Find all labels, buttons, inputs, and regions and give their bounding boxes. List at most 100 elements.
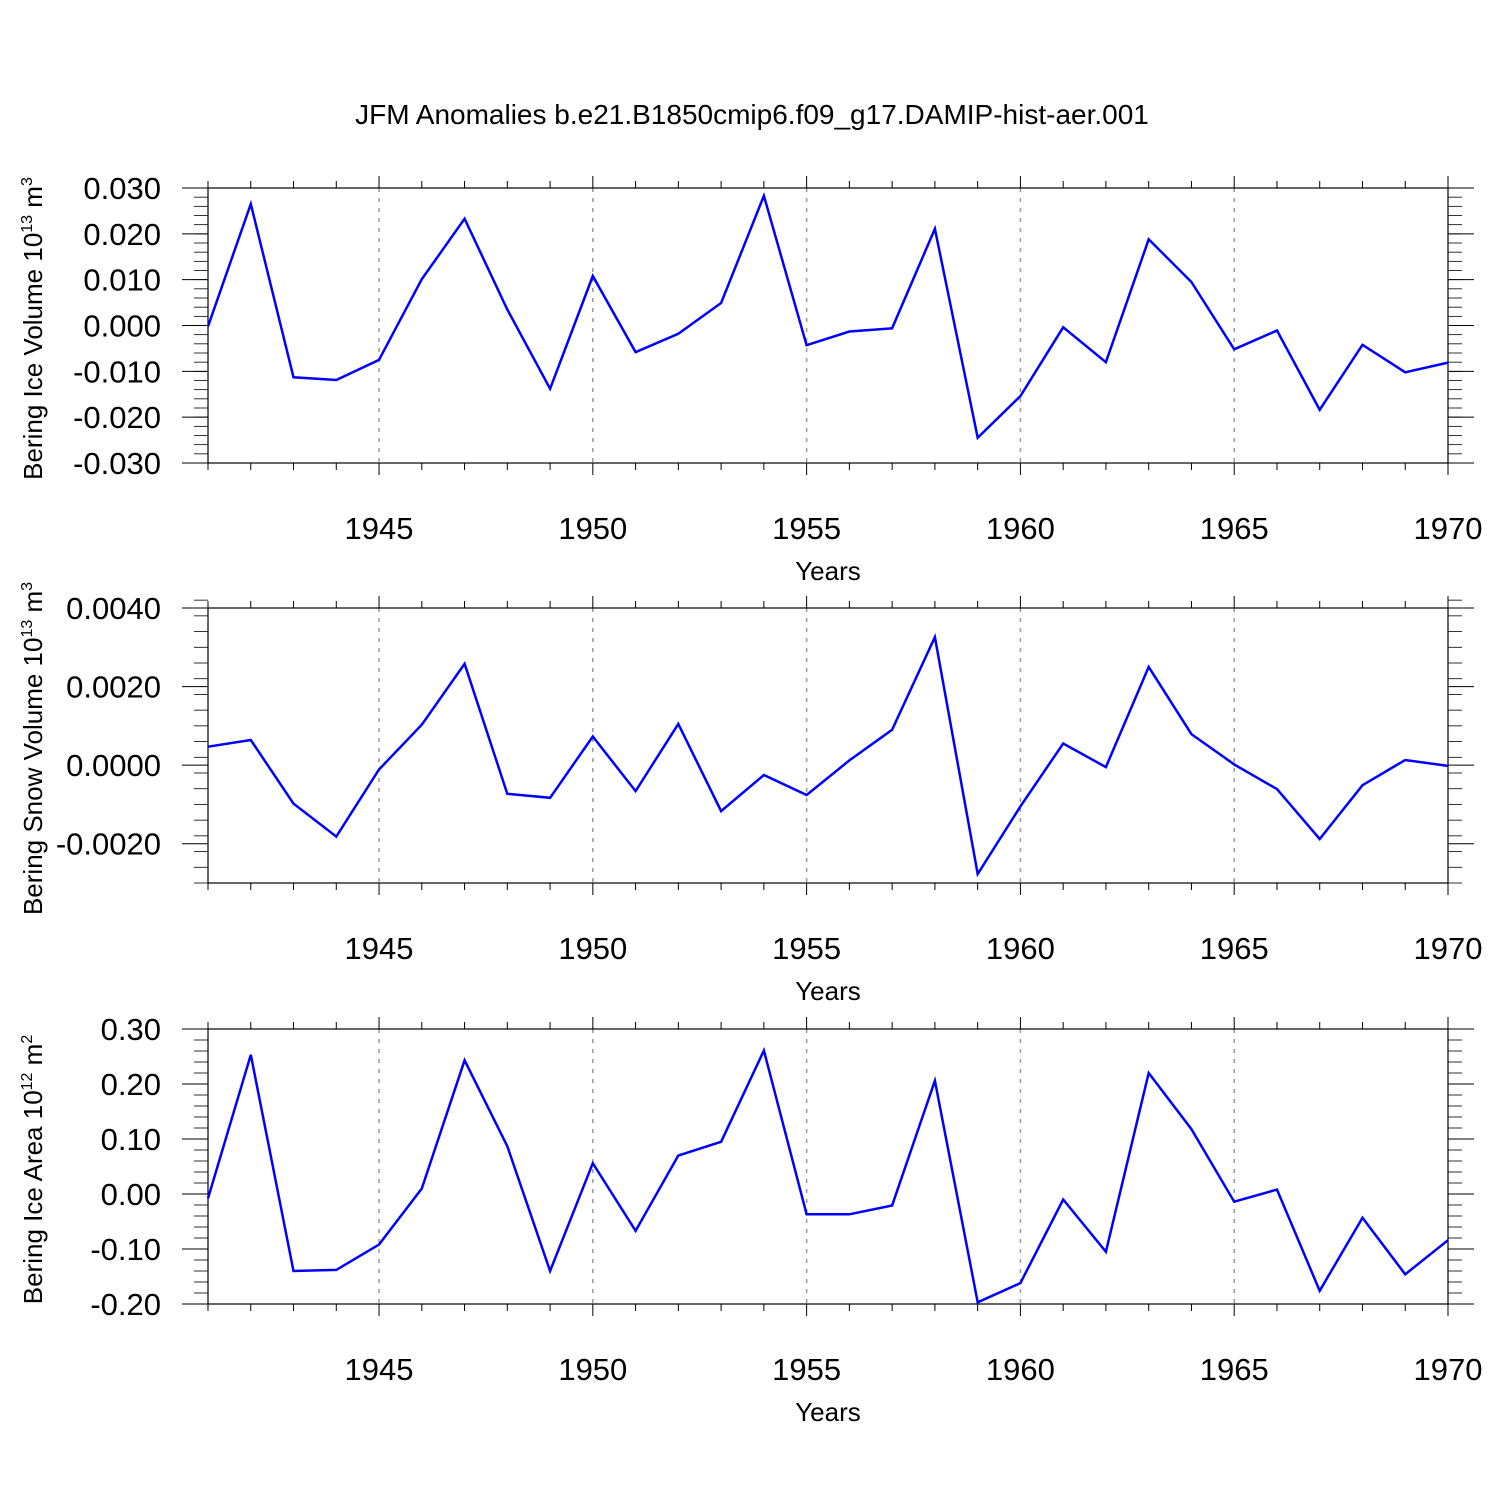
data-point [334, 835, 338, 839]
series-line [207, 632, 1449, 878]
data-point [976, 872, 980, 876]
data-point [377, 1243, 381, 1247]
data-point [1147, 665, 1151, 669]
x-tick-label: 1950 [558, 511, 627, 546]
series-line [206, 1046, 1449, 1305]
data-point [591, 734, 595, 738]
data-point [634, 1229, 638, 1233]
data-point [634, 350, 638, 354]
data-point [719, 809, 723, 813]
data-point [1061, 742, 1065, 746]
data-point [1104, 360, 1108, 364]
y-tick-label: 0.0040 [66, 591, 161, 626]
data-point [1232, 347, 1236, 351]
data-point [548, 1269, 552, 1273]
data-point [420, 723, 424, 727]
y-tick-label: 0.30 [101, 1012, 161, 1047]
data-point [847, 329, 851, 333]
data-point [206, 324, 210, 328]
y-tick-label: 0.010 [83, 263, 161, 298]
data-point [762, 1048, 766, 1052]
chart-panel-2: -0.0020 0.0000 0.0020 0.0040 1945 1950 1955 196… [18, 582, 1482, 1006]
data-point [976, 436, 980, 440]
data-point [1061, 1198, 1065, 1202]
data-point [1147, 1071, 1151, 1075]
data-point [805, 793, 809, 797]
y-tick-label: -0.0020 [56, 827, 161, 862]
y-tick-label: -0.10 [90, 1232, 161, 1267]
data-point [1189, 732, 1193, 736]
data-point [847, 758, 851, 762]
data-point [548, 796, 552, 800]
data-point [1275, 1188, 1279, 1192]
y-tick-label: 0.10 [101, 1122, 161, 1157]
data-point [1403, 758, 1407, 762]
data-point [1061, 325, 1065, 329]
data-point [292, 1269, 296, 1273]
data-point [1189, 1127, 1193, 1131]
x-tick-label: 1965 [1200, 931, 1269, 966]
data-point [676, 1154, 680, 1158]
data-point [505, 792, 509, 796]
data-point [890, 1204, 894, 1208]
data-point [890, 728, 894, 732]
x-axis-title: Years [795, 556, 861, 586]
x-tick-label: 1955 [772, 931, 841, 966]
data-point [548, 387, 552, 391]
data-point [334, 1268, 338, 1272]
data-point [976, 1300, 980, 1304]
plot-frame [207, 607, 1449, 884]
x-tick-label: 1955 [772, 511, 841, 546]
chart-panel-1: -0.030 -0.020 -0.010 0.000 0.010 0.020 0.030 19… [18, 171, 1482, 586]
data-point [505, 307, 509, 311]
data-point [1446, 764, 1450, 768]
y-tick-label: 0.000 [83, 309, 161, 344]
data-point [206, 1196, 210, 1200]
data-point [463, 1058, 467, 1062]
y-tick-label: 0.0020 [66, 670, 161, 705]
data-point [1147, 237, 1151, 241]
data-point [1446, 1238, 1450, 1242]
data-point [676, 332, 680, 336]
data-point [762, 773, 766, 777]
plot-frame [207, 187, 1449, 464]
panels: -0.030 -0.020 -0.010 0.000 0.010 0.020 0.030 19… [18, 171, 1482, 1427]
y-tick-label: 0.030 [83, 171, 161, 206]
y-tick-label: -0.020 [73, 400, 161, 435]
x-axis-title: Years [795, 1397, 861, 1427]
x-tick-label: 1965 [1200, 1352, 1269, 1387]
data-point [805, 343, 809, 347]
data-point [676, 722, 680, 726]
data-point [933, 1079, 937, 1083]
x-tick-label: 1965 [1200, 511, 1269, 546]
data-point [719, 1140, 723, 1144]
data-point [463, 662, 467, 666]
data-point [1318, 1289, 1322, 1293]
data-point [249, 1053, 253, 1057]
data-point [933, 227, 937, 231]
data-point [1232, 762, 1236, 766]
y-tick-label: -0.030 [73, 446, 161, 481]
data-point [634, 789, 638, 793]
data-point [1232, 1200, 1236, 1204]
data-point [1275, 787, 1279, 791]
y-tick-label: 0.020 [83, 217, 161, 252]
data-point [1446, 361, 1450, 365]
data-point [591, 274, 595, 278]
data-point [334, 378, 338, 382]
y-tick-label: 0.20 [101, 1067, 161, 1102]
data-point [1318, 837, 1322, 841]
data-point [292, 375, 296, 379]
x-tick-label: 1955 [772, 1352, 841, 1387]
data-point [591, 1161, 595, 1165]
x-tick-label: 1960 [986, 1352, 1055, 1387]
x-tick-label: 1970 [1414, 931, 1483, 966]
data-point [420, 277, 424, 281]
data-point [249, 202, 253, 206]
series-line [206, 191, 1449, 441]
y-tick-label: 0.0000 [66, 748, 161, 783]
y-tick-label: 0.00 [101, 1177, 161, 1212]
data-point [249, 738, 253, 742]
data-point [1360, 1216, 1364, 1220]
y-axis-title: Bering Ice Volume 1013 m3 [18, 177, 48, 480]
